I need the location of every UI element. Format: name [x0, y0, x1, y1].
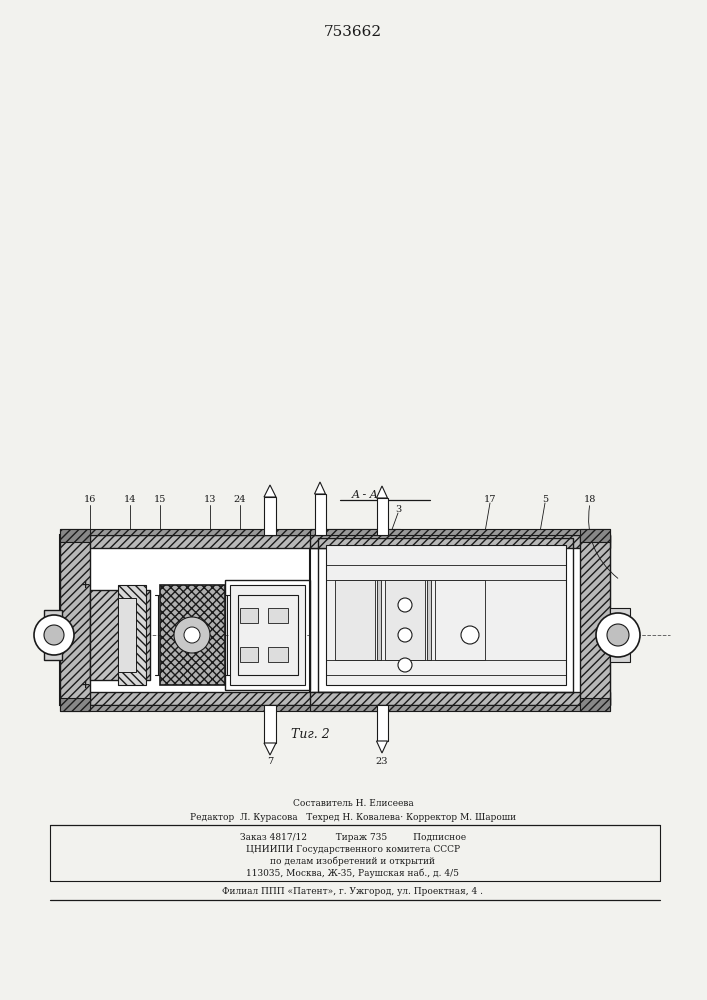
Bar	[310, 535, 610, 705]
Bar	[240, 647, 258, 662]
Text: ЦНИИПИ Государственного комитета СССР: ЦНИИПИ Государственного комитета СССР	[246, 844, 460, 854]
Bar	[60, 705, 400, 711]
Bar	[118, 585, 146, 685]
Text: 18: 18	[584, 495, 596, 504]
Text: 24: 24	[234, 495, 246, 504]
Bar	[610, 608, 630, 662]
Bar	[90, 590, 150, 680]
Bar	[315, 494, 325, 535]
Circle shape	[461, 626, 479, 644]
Bar	[60, 692, 400, 705]
Bar	[377, 498, 387, 535]
Text: Составитель Н. Елисеева: Составитель Н. Елисеева	[293, 800, 414, 808]
Bar	[335, 580, 375, 660]
Bar	[377, 580, 381, 660]
Bar	[385, 580, 425, 660]
Text: 6: 6	[269, 498, 275, 508]
Text: 15: 15	[154, 495, 166, 504]
Bar	[310, 705, 610, 711]
Text: Τиг. 2: Τиг. 2	[291, 728, 329, 742]
Text: A - A: A - A	[351, 490, 378, 500]
Bar	[60, 698, 90, 711]
Text: по делам изобретений и открытий: по делам изобретений и открытий	[271, 856, 436, 866]
Bar	[310, 535, 610, 548]
Bar	[238, 595, 298, 675]
Bar	[230, 585, 305, 685]
Bar	[268, 647, 288, 662]
Polygon shape	[315, 482, 325, 494]
Text: 13: 13	[204, 495, 216, 504]
Circle shape	[398, 628, 412, 642]
Text: Заказ 4817/12          Тираж 735         Подписное: Заказ 4817/12 Тираж 735 Подписное	[240, 832, 466, 842]
Bar	[44, 610, 62, 660]
Text: Редактор  Л. Курасова   Техред Н. Ковалева· Корректор М. Шароши: Редактор Л. Курасова Техред Н. Ковалева·…	[190, 814, 516, 822]
Circle shape	[174, 617, 210, 653]
Circle shape	[184, 627, 200, 643]
Circle shape	[398, 658, 412, 672]
Bar	[427, 580, 431, 660]
Text: +: +	[81, 680, 90, 690]
Bar	[44, 620, 56, 650]
Bar	[118, 598, 136, 672]
Polygon shape	[377, 741, 387, 753]
Bar	[264, 497, 276, 535]
Bar	[264, 705, 276, 743]
Bar	[580, 535, 610, 705]
Circle shape	[44, 625, 64, 645]
Text: 753662: 753662	[324, 25, 382, 39]
Text: Филиал ППП «Патент», г. Ужгород, ул. Проектная, 4 .: Филиал ППП «Патент», г. Ужгород, ул. Про…	[223, 886, 484, 896]
Bar	[326, 660, 566, 675]
Bar	[580, 698, 610, 711]
Text: 113035, Москва, Ж-35, Раушская наб., д. 4/5: 113035, Москва, Ж-35, Раушская наб., д. …	[247, 868, 460, 878]
Text: 7: 7	[267, 758, 273, 766]
Bar	[310, 692, 610, 705]
Bar	[580, 529, 610, 542]
Bar	[326, 565, 566, 580]
Text: 14: 14	[124, 495, 136, 504]
Bar	[318, 538, 573, 692]
Bar	[60, 529, 400, 535]
Bar	[268, 608, 288, 623]
Text: 17: 17	[484, 495, 496, 504]
Bar	[225, 580, 310, 690]
Bar	[60, 535, 400, 705]
Polygon shape	[377, 486, 387, 498]
Circle shape	[607, 624, 629, 646]
Polygon shape	[264, 485, 276, 497]
Bar	[60, 535, 90, 705]
Text: 3: 3	[395, 506, 401, 514]
Text: 23: 23	[375, 758, 388, 766]
Circle shape	[34, 615, 74, 655]
Bar	[310, 529, 610, 535]
Bar	[60, 529, 90, 542]
Text: 5: 5	[542, 495, 548, 504]
Polygon shape	[264, 743, 276, 755]
Text: 16: 16	[84, 495, 96, 504]
Bar	[60, 535, 400, 548]
Bar	[326, 545, 566, 685]
Text: +: +	[81, 580, 90, 590]
Circle shape	[398, 598, 412, 612]
Bar	[240, 608, 258, 623]
Bar	[160, 585, 225, 685]
Circle shape	[596, 613, 640, 657]
Bar	[377, 705, 387, 741]
Bar	[435, 580, 485, 660]
